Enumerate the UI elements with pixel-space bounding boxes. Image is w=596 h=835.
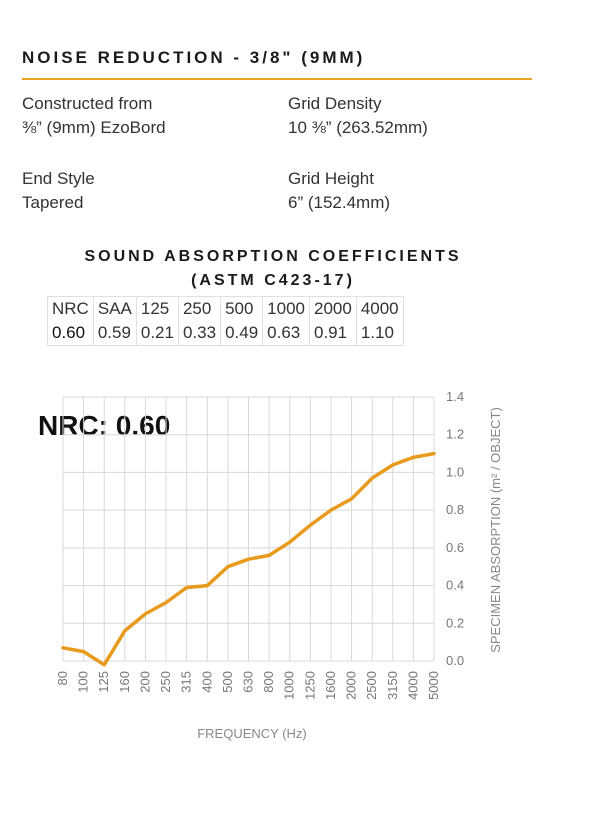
x-tick-labels: 80 100 125 160 200 250 315 400 500 630 800 1000 1250… — [55, 671, 441, 700]
coef-header: 4000 — [355, 296, 404, 321]
x-tick-label: 800 — [261, 671, 276, 693]
spec-constructed: Constructed from ⅜” (9mm) EzoBord — [22, 92, 166, 140]
x-tick-label: 400 — [199, 671, 214, 693]
spec-grid-density-value: 10 ⅜” (263.52mm) — [288, 118, 428, 137]
chart-grid — [62, 396, 435, 662]
coef-header: 250 — [177, 296, 222, 321]
coefficients-table: NRC SAA 125 250 500 1000 2000 4000 0.60 … — [47, 296, 404, 346]
coefficients-header-row: NRC SAA 125 250 500 1000 2000 4000 — [47, 296, 404, 321]
x-tick-label: 630 — [241, 671, 256, 693]
data-point — [432, 452, 436, 456]
y-tick-label: 0.6 — [446, 540, 464, 555]
data-point — [308, 523, 312, 527]
y-tick-label: 0.4 — [446, 578, 464, 593]
coef-value: 1.10 — [355, 321, 404, 346]
coef-value: 0.59 — [92, 321, 137, 346]
y-tick-labels: 0.0 0.2 0.4 0.6 0.8 1.0 1.2 1.4 — [446, 389, 464, 668]
spec-grid-height-value: 6” (152.4mm) — [288, 193, 391, 212]
x-tick-label: 500 — [220, 671, 235, 693]
coefficients-value-row: 0.60 0.59 0.21 0.33 0.49 0.63 0.91 1.10 — [47, 321, 404, 346]
coef-value: 0.91 — [308, 321, 357, 346]
x-tick-label: 1250 — [302, 671, 317, 700]
y-tick-label: 1.0 — [446, 464, 464, 479]
coef-value: 0.49 — [220, 321, 264, 346]
coefficients-title: SOUND ABSORPTION COEFFICIENTS — [84, 248, 462, 265]
spec-end-style-label: End Style — [22, 169, 95, 188]
data-point — [226, 565, 230, 569]
x-tick-label: 160 — [117, 671, 132, 693]
data-point — [247, 557, 250, 561]
data-point — [82, 650, 86, 654]
spec-grid-height: Grid Height 6” (152.4mm) — [288, 167, 390, 215]
data-point — [288, 540, 292, 544]
spec-end-style-value: Tapered — [22, 193, 84, 212]
x-tick-label: 1000 — [282, 671, 297, 700]
x-tick-label: 125 — [96, 671, 111, 693]
spec-end-style: End Style Tapered — [22, 167, 95, 215]
coefficients-standard: (ASTM C423-17) — [191, 272, 355, 289]
data-point — [123, 629, 127, 633]
coef-header: SAA — [92, 296, 137, 321]
title-divider — [22, 78, 532, 80]
coef-value: 0.21 — [135, 321, 179, 346]
data-point — [102, 663, 106, 667]
data-point — [411, 455, 415, 459]
data-point — [205, 584, 209, 588]
y-axis-title: SPECIMEN ABSORPTION (m² / OBJECT) — [488, 407, 503, 653]
coef-value: 0.33 — [177, 321, 222, 346]
absorption-chart: 80 100 125 160 200 250 315 400 500 630 800 1000 1250… — [55, 389, 503, 741]
y-tick-label: 0.8 — [446, 502, 464, 517]
data-point — [370, 476, 374, 480]
data-point — [185, 585, 189, 589]
coef-value-nrc: 0.60 — [47, 321, 94, 346]
data-point — [164, 601, 168, 605]
x-tick-label: 1600 — [323, 671, 338, 700]
page-title: NOISE REDUCTION - 3/8" (9MM) — [22, 48, 366, 67]
spec-grid-density-label: Grid Density — [288, 94, 382, 113]
data-point — [350, 497, 354, 501]
x-tick-label: 5000 — [426, 671, 441, 700]
x-tick-label: 250 — [158, 671, 173, 693]
y-tick-label: 0.2 — [446, 615, 464, 630]
spec-constructed-value: ⅜” (9mm) EzoBord — [22, 118, 166, 137]
x-axis-title: FREQUENCY (Hz) — [197, 726, 307, 741]
spec-grid-density: Grid Density 10 ⅜” (263.52mm) — [288, 92, 428, 140]
x-tick-label: 3150 — [385, 671, 400, 700]
y-tick-label: 0.0 — [446, 653, 464, 668]
data-point — [391, 463, 395, 467]
x-tick-label: 200 — [137, 671, 152, 693]
coef-header: 125 — [135, 296, 179, 321]
x-tick-label: 100 — [76, 671, 91, 693]
x-tick-label: 315 — [179, 671, 194, 693]
y-tick-label: 1.2 — [446, 427, 464, 442]
coef-header: 500 — [220, 296, 264, 321]
coef-value: 0.63 — [262, 321, 310, 346]
spec-constructed-label: Constructed from — [22, 94, 153, 113]
data-point — [143, 612, 147, 616]
y-tick-label: 1.4 — [446, 389, 464, 404]
coef-header: NRC — [47, 296, 94, 321]
data-point — [267, 553, 271, 557]
coef-header: 1000 — [262, 296, 310, 321]
data-point — [329, 508, 333, 512]
coef-header: 2000 — [308, 296, 357, 321]
x-tick-label: 80 — [55, 671, 70, 685]
x-tick-label: 4000 — [405, 671, 420, 700]
spec-grid-height-label: Grid Height — [288, 169, 374, 188]
series-line-layer — [61, 451, 436, 667]
x-tick-label: 2500 — [364, 671, 379, 700]
data-point — [61, 646, 65, 650]
x-tick-label: 2000 — [344, 671, 359, 700]
